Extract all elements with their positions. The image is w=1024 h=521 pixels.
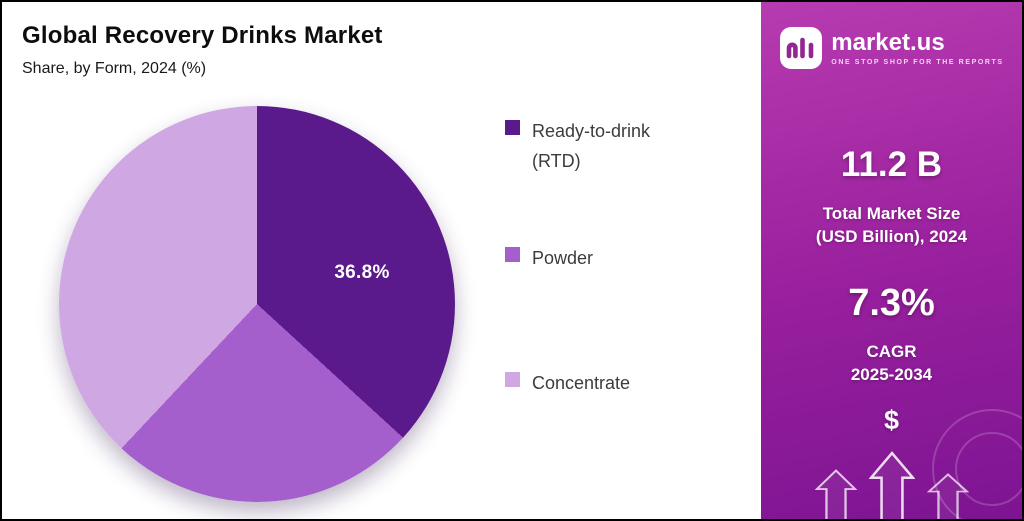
- stat-cagr-label: CAGR 2025-2034: [761, 340, 1022, 386]
- legend-label-concentrate: Concentrate: [532, 373, 631, 393]
- brand-tagline: ONE STOP SHOP FOR THE REPORTS: [831, 59, 1004, 66]
- stat-cagr-label-line2: 2025-2034: [850, 365, 933, 384]
- stat-market-size-label-line2: (USD Billion), 2024: [815, 227, 968, 246]
- stat-market-size-label-line1: Total Market Size: [822, 204, 961, 223]
- growth-arrows: [761, 451, 1022, 519]
- legend-item-rtd: Ready-to-drink (RTD): [505, 116, 692, 176]
- legend-label-rtd: Ready-to-drink (RTD): [532, 121, 651, 171]
- legend-swatch-rtd: [505, 120, 520, 135]
- pie-chart: [59, 106, 455, 502]
- brand-name: market.us: [831, 29, 945, 56]
- sidebar: market.us ONE STOP SHOP FOR THE REPORTS …: [761, 2, 1022, 519]
- legend-label-powder: Powder: [532, 248, 594, 268]
- page-subtitle: Share, by Form, 2024 (%): [22, 60, 207, 77]
- up-arrow-icon: [926, 473, 969, 519]
- legend-item-powder: Powder: [505, 243, 692, 273]
- stat-market-size-label: Total Market Size (USD Billion), 2024: [761, 202, 1022, 248]
- market-us-logo-icon: [780, 27, 823, 69]
- legend-swatch-powder: [505, 247, 520, 262]
- chart-area: Global Recovery Drinks Market Share, by …: [2, 2, 762, 519]
- decor-circle: [954, 432, 1022, 506]
- dollar-symbol: $: [883, 405, 900, 435]
- brand-text-block: market.us ONE STOP SHOP FOR THE REPORTS: [831, 29, 1004, 67]
- stat-market-size-value: 11.2 B: [840, 145, 943, 184]
- decor-circle: [931, 409, 1022, 519]
- pie-slice-data-label: 36.8%: [334, 262, 390, 283]
- legend-item-concentrate: Concentrate: [505, 368, 692, 398]
- stat-cagr-value: 7.3%: [848, 282, 935, 324]
- brand-logo: market.us ONE STOP SHOP FOR THE REPORTS: [761, 26, 1022, 70]
- stat-cagr-label-line1: CAGR: [866, 342, 917, 361]
- up-arrow-icon: [868, 451, 915, 519]
- up-arrow-icon: [814, 469, 857, 519]
- page-title: Global Recovery Drinks Market: [22, 22, 383, 49]
- legend-swatch-concentrate: [505, 372, 520, 387]
